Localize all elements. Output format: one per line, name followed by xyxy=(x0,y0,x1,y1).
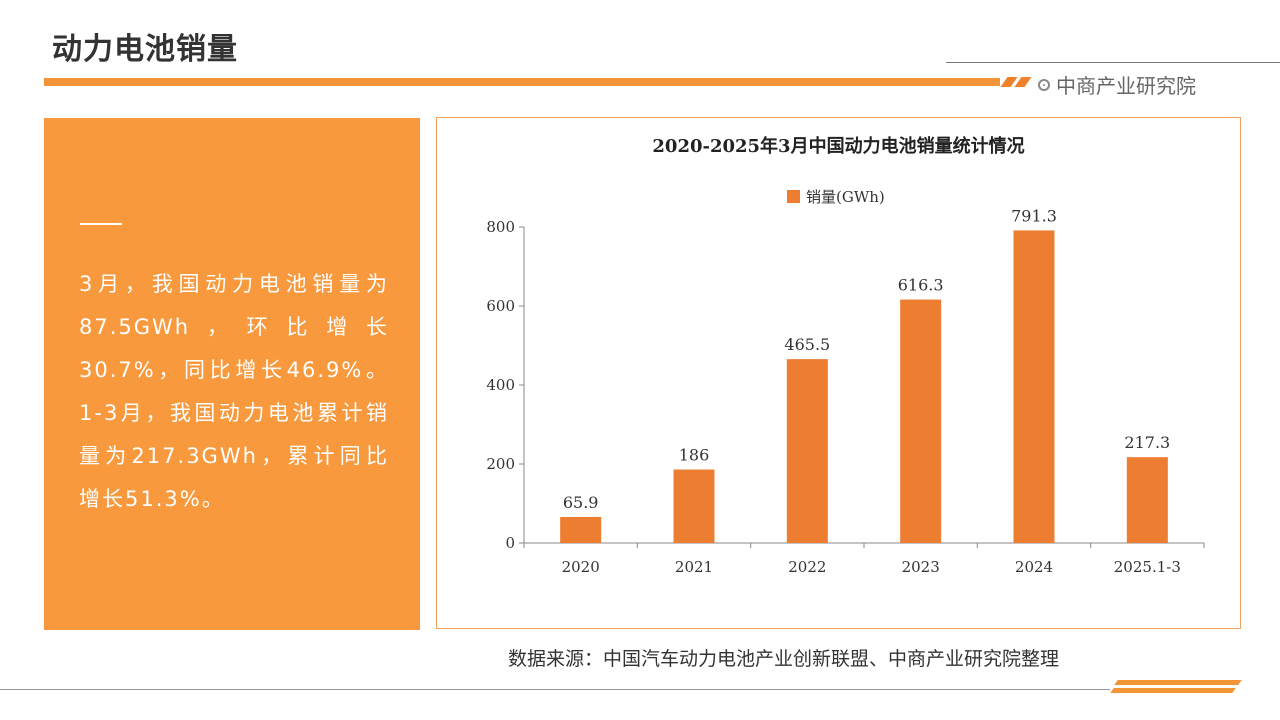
summary-text: 3月，我国动力电池销量为87.5GWh，环比增长30.7%，同比增长46.9%。… xyxy=(79,272,389,511)
decor-slash xyxy=(1014,77,1032,87)
chart-title: 2020-2025年3月中国动力电池销量统计情况 xyxy=(652,136,1025,157)
chart-legend: 销量(GWh) xyxy=(787,186,885,207)
bar xyxy=(1126,457,1168,543)
y-tick-label: 0 xyxy=(505,534,515,552)
legend-swatch xyxy=(787,190,800,203)
legend-label: 销量(GWh) xyxy=(806,188,885,206)
bar xyxy=(786,359,828,543)
y-tick-label: 600 xyxy=(486,297,515,315)
title-underline-bar xyxy=(44,78,1000,86)
bar xyxy=(673,469,715,543)
x-tick-label: 2024 xyxy=(1015,558,1053,576)
brand-name: 中商产业研究院 xyxy=(1056,74,1196,98)
data-label: 217.3 xyxy=(1124,433,1170,452)
data-label: 465.5 xyxy=(784,335,830,354)
x-tick-label: 2020 xyxy=(562,558,600,576)
data-source: 数据来源：中国汽车动力电池产业创新联盟、中商产业研究院整理 xyxy=(508,648,1060,670)
y-tick-label: 400 xyxy=(486,376,515,394)
decor-stripe xyxy=(1114,680,1242,685)
y-tick-label: 800 xyxy=(486,218,515,236)
bar xyxy=(560,516,602,543)
bar xyxy=(900,299,942,543)
brand-logo-icon xyxy=(1038,78,1050,91)
bar-chart: 0 200 400 600 800 65.9 2020 186 2021 465.5 2022 616… xyxy=(486,206,1205,576)
decor-stripe xyxy=(1110,688,1236,693)
x-tick-label: 2021 xyxy=(675,558,713,576)
y-tick-label: 200 xyxy=(486,455,515,473)
page-title: 动力电池销量 xyxy=(52,32,238,67)
x-tick-label: 2023 xyxy=(902,558,940,576)
summary-dash xyxy=(80,223,122,225)
data-label: 616.3 xyxy=(898,276,944,295)
data-label: 791.3 xyxy=(1011,206,1057,225)
x-tick-label: 2022 xyxy=(788,558,826,576)
brand: 中商产业研究院 xyxy=(1038,70,1196,99)
header-divider-line xyxy=(946,62,1280,63)
data-label: 186 xyxy=(679,446,710,465)
chart-box: 2020-2025年3月中国动力电池销量统计情况 销量(GWh) 0 200 400… xyxy=(436,117,1241,629)
data-label: 65.9 xyxy=(563,493,599,512)
bottom-line xyxy=(0,689,1110,690)
summary-panel: 3月，我国动力电池销量为87.5GWh，环比增长30.7%，同比增长46.9%。… xyxy=(44,118,420,630)
x-tick-label: 2025.1-3 xyxy=(1114,558,1181,576)
bar xyxy=(1013,230,1055,543)
